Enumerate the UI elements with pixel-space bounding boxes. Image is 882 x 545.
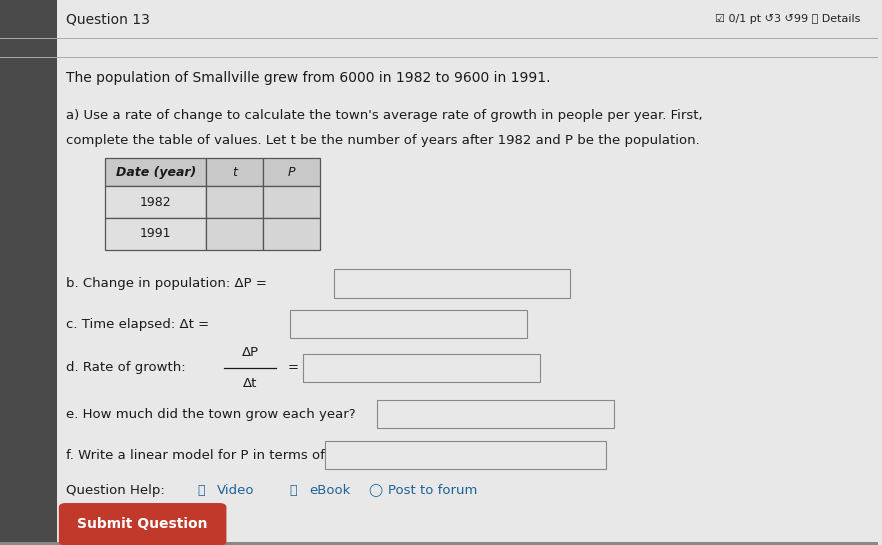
FancyBboxPatch shape: [333, 269, 571, 298]
Text: 1982: 1982: [140, 196, 172, 209]
Text: 🗎: 🗎: [289, 484, 297, 497]
Text: ΔP: ΔP: [242, 346, 258, 359]
Text: complete the table of values. Let t be the number of years after 1982 and P be t: complete the table of values. Let t be t…: [66, 134, 699, 147]
Text: The population of Smallville grew from 6000 in 1982 to 9600 in 1991.: The population of Smallville grew from 6…: [66, 71, 550, 85]
Text: f. Write a linear model for P in terms of t. P =: f. Write a linear model for P in terms o…: [66, 449, 366, 462]
Text: a) Use a rate of change to calculate the town's average rate of growth in people: a) Use a rate of change to calculate the…: [66, 109, 702, 122]
FancyBboxPatch shape: [0, 542, 878, 545]
Text: Submit Question: Submit Question: [78, 517, 208, 531]
FancyBboxPatch shape: [105, 186, 206, 218]
Text: Video: Video: [217, 484, 254, 497]
Text: Δt: Δt: [243, 377, 258, 390]
FancyBboxPatch shape: [264, 158, 320, 186]
Text: ◯: ◯: [369, 484, 383, 497]
Text: b. Change in population: ΔP =: b. Change in population: ΔP =: [66, 277, 266, 290]
FancyBboxPatch shape: [264, 186, 320, 218]
FancyBboxPatch shape: [264, 218, 320, 250]
FancyBboxPatch shape: [325, 441, 606, 469]
FancyBboxPatch shape: [59, 503, 227, 545]
Text: Post to forum: Post to forum: [388, 484, 477, 497]
FancyBboxPatch shape: [303, 354, 540, 382]
Text: =: =: [288, 361, 299, 374]
Text: Date (year): Date (year): [116, 166, 196, 179]
FancyBboxPatch shape: [206, 158, 264, 186]
Text: e. How much did the town grow each year?: e. How much did the town grow each year?: [66, 408, 355, 421]
Text: Question 13: Question 13: [66, 12, 150, 26]
Text: t: t: [232, 166, 237, 179]
Text: P: P: [288, 166, 295, 179]
Text: 1991: 1991: [140, 227, 171, 240]
FancyBboxPatch shape: [0, 0, 57, 545]
Text: d. Rate of growth:: d. Rate of growth:: [66, 361, 185, 374]
Text: ☑ 0/1 pt ↺3 ↺99 ⓘ Details: ☑ 0/1 pt ↺3 ↺99 ⓘ Details: [714, 14, 860, 24]
Text: c. Time elapsed: Δt =: c. Time elapsed: Δt =: [66, 318, 209, 331]
FancyBboxPatch shape: [206, 186, 264, 218]
Text: 🗎: 🗎: [198, 484, 205, 497]
FancyBboxPatch shape: [206, 218, 264, 250]
FancyBboxPatch shape: [105, 218, 206, 250]
FancyBboxPatch shape: [289, 310, 527, 338]
Text: Question Help:: Question Help:: [66, 484, 165, 497]
Text: eBook: eBook: [309, 484, 350, 497]
FancyBboxPatch shape: [377, 400, 615, 428]
FancyBboxPatch shape: [105, 158, 206, 186]
